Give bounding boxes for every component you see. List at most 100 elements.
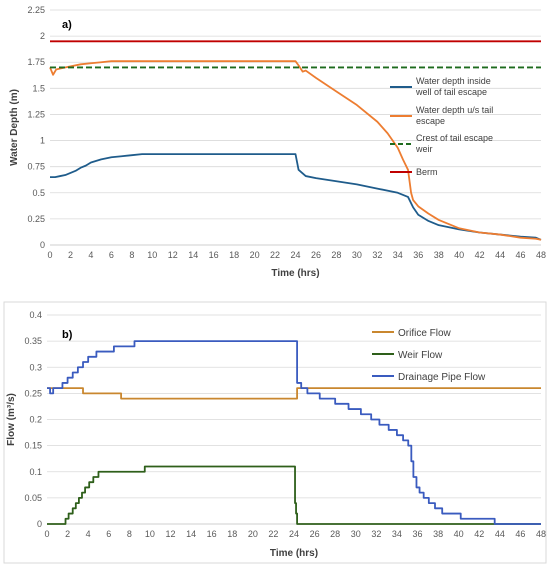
x-tick-label: 46 (515, 529, 525, 539)
y-tick-label: 0 (37, 519, 42, 529)
chart-b-frame (3, 301, 547, 564)
y-tick-label: 0.3 (29, 362, 42, 372)
chart-b-x-ticks: 0 2 4 6 8 10 12 14 16 18 20 22 24 26 28 30 32 34 36 38 40 42 4… (44, 529, 546, 539)
x-tick-label: 38 (433, 529, 443, 539)
x-tick-label: 20 (250, 250, 260, 260)
x-tick-label: 10 (145, 529, 155, 539)
x-tick-label: 28 (331, 250, 341, 260)
y-tick-label: 1 (40, 136, 45, 146)
x-tick-label: 14 (186, 529, 196, 539)
x-tick-label: 46 (516, 250, 526, 260)
x-tick-label: 24 (290, 250, 300, 260)
chart-b-y-ticks: 0 0.05 0.1 0.15 0.2 0.25 0.3 0.35 0.4 (24, 310, 42, 529)
x-tick-label: 30 (352, 250, 362, 260)
chart-a-y-axis-title: Water Depth (m) (9, 89, 20, 166)
x-tick-label: 32 (372, 250, 382, 260)
series-line (49, 60, 542, 241)
chart-b-legend: Orifice Flow Weir Flow Drainage Pipe Flow (372, 328, 486, 383)
x-tick-label: 26 (310, 529, 320, 539)
y-tick-label: 0.75 (27, 162, 45, 172)
y-tick-label: 0.1 (29, 467, 42, 477)
x-tick-label: 8 (129, 250, 134, 260)
series-line (47, 387, 541, 400)
y-tick-label: 2 (40, 31, 45, 41)
x-tick-label: 44 (495, 250, 505, 260)
x-tick-label: 34 (393, 250, 403, 260)
chart-a-y-ticks: 0 0.25 0.5 0.75 1 1.25 1.5 1.75 2 2.25 (27, 5, 45, 250)
x-tick-label: 4 (86, 529, 91, 539)
chart-a-legend: Water depth inside well of tail escape Wat… (390, 76, 493, 177)
x-tick-label: 0 (44, 529, 49, 539)
x-tick-label: 8 (127, 529, 132, 539)
x-tick-label: 34 (392, 529, 402, 539)
x-tick-label: 16 (209, 250, 219, 260)
x-tick-label: 24 (289, 529, 299, 539)
series-line (47, 465, 541, 525)
x-tick-label: 38 (434, 250, 444, 260)
y-tick-label: 1.75 (27, 57, 45, 67)
y-tick-label: 0 (40, 240, 45, 250)
x-tick-label: 40 (454, 250, 464, 260)
x-tick-label: 4 (88, 250, 93, 260)
chart-b-y-axis-title: Flow (m³/s) (6, 393, 17, 446)
x-tick-label: 6 (109, 250, 114, 260)
y-tick-label: 0.35 (24, 336, 42, 346)
x-tick-label: 14 (188, 250, 198, 260)
y-tick-label: 0.05 (24, 493, 42, 503)
chart-a-gridlines (50, 9, 541, 246)
x-tick-label: 36 (413, 250, 423, 260)
chart-a-x-ticks: 0 2 4 6 8 10 12 14 16 18 20 22 24 26 28 30 32 34 36 38 40 42 4… (47, 250, 546, 260)
y-tick-label: 0.25 (27, 214, 45, 224)
panel-label-a: a) (62, 19, 72, 31)
x-tick-label: 48 (536, 250, 546, 260)
x-tick-label: 18 (229, 250, 239, 260)
x-tick-label: 26 (311, 250, 321, 260)
legend-label: Orifice Flow (398, 328, 452, 339)
x-tick-label: 2 (68, 250, 73, 260)
chart-b-series (47, 340, 541, 525)
x-tick-label: 6 (106, 529, 111, 539)
panel-label-b: b) (62, 329, 73, 341)
legend-label: Weir Flow (398, 350, 443, 361)
x-tick-label: 16 (207, 529, 217, 539)
x-tick-label: 40 (454, 529, 464, 539)
x-tick-label: 22 (270, 250, 280, 260)
legend-label: Berm (416, 167, 438, 177)
legend-label: Water depth inside well of tail escape (415, 76, 491, 97)
x-tick-label: 22 (268, 529, 278, 539)
y-tick-label: 0.5 (32, 188, 45, 198)
x-tick-label: 48 (536, 529, 546, 539)
x-tick-label: 12 (165, 529, 175, 539)
x-tick-label: 20 (248, 529, 258, 539)
y-tick-label: 0.15 (24, 441, 42, 451)
x-tick-label: 10 (147, 250, 157, 260)
chart-a-series (49, 40, 542, 241)
x-tick-label: 0 (47, 250, 52, 260)
x-tick-label: 28 (330, 529, 340, 539)
chart-b-gridlines (47, 314, 541, 525)
x-tick-label: 36 (412, 529, 422, 539)
x-tick-label: 12 (168, 250, 178, 260)
y-tick-label: 1.25 (27, 109, 45, 119)
legend-label: Crest of tail escape weir (415, 133, 493, 154)
chart-b-x-axis-title: Time (hrs) (270, 548, 318, 559)
y-tick-label: 2.25 (27, 5, 45, 15)
x-tick-label: 32 (371, 529, 381, 539)
chart-a-x-axis-title: Time (hrs) (271, 268, 319, 279)
chart-b: b) 0 0.05 0.1 0.15 0.2 0.25 0.3 0.35 0.4 0 2 4 6 8 10… (3, 301, 547, 564)
y-tick-label: 1.5 (32, 83, 45, 93)
y-tick-label: 0.4 (29, 310, 42, 320)
series-line (47, 340, 541, 525)
x-tick-label: 42 (475, 250, 485, 260)
legend-label: Water depth u/s tail escape (416, 105, 493, 126)
x-tick-label: 44 (495, 529, 505, 539)
y-tick-label: 0.2 (29, 415, 42, 425)
x-tick-label: 42 (474, 529, 484, 539)
x-tick-label: 18 (227, 529, 237, 539)
y-tick-label: 0.25 (24, 388, 42, 398)
x-tick-label: 30 (351, 529, 361, 539)
series-line (50, 153, 542, 241)
legend-label: Drainage Pipe Flow (398, 372, 486, 383)
